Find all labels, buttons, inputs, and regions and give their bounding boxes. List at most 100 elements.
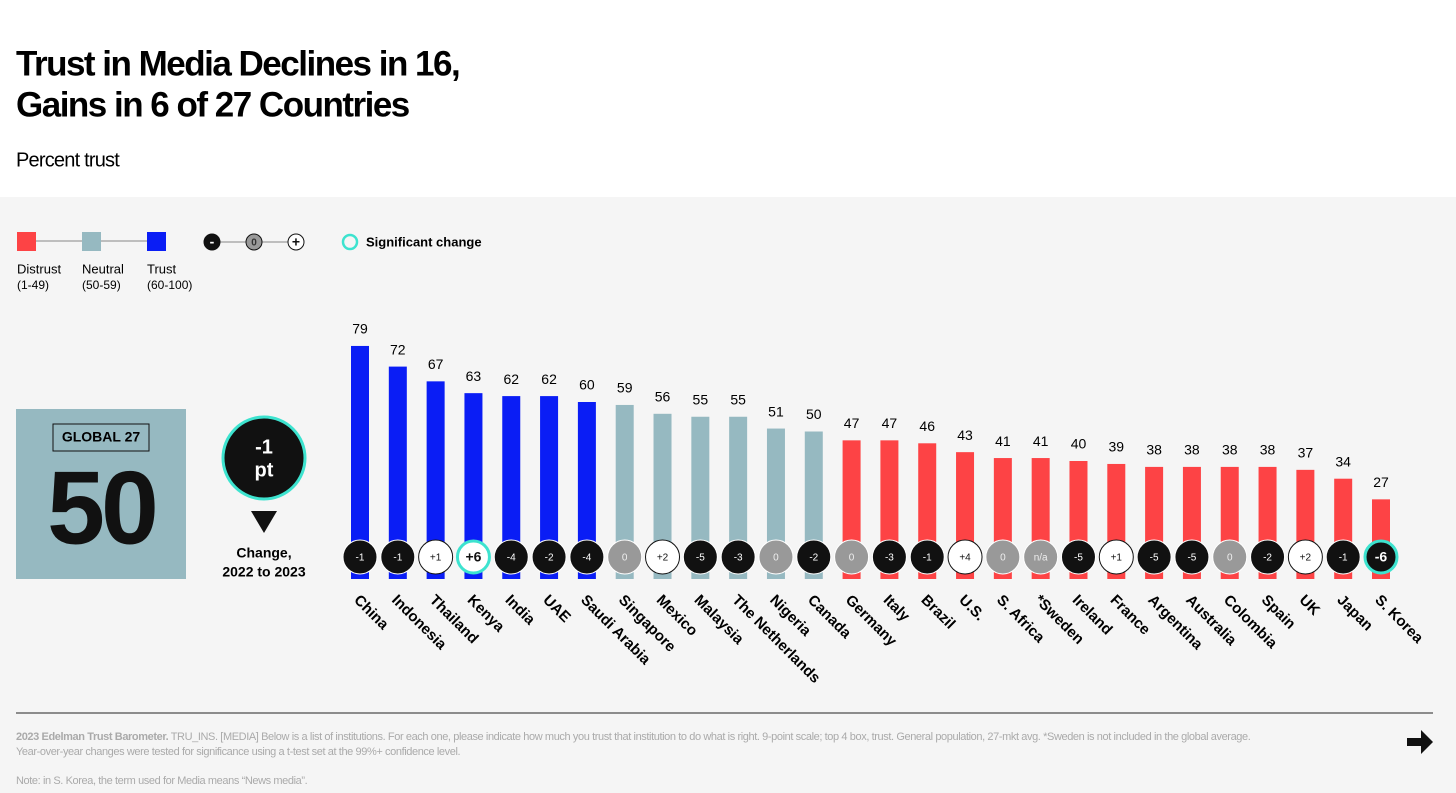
value-label: 41	[995, 433, 1011, 449]
bar	[351, 345, 369, 579]
bar	[388, 366, 407, 579]
change-label: +4	[959, 553, 971, 564]
value-label: 34	[1335, 453, 1351, 469]
footnote: 2023 Edelman Trust Barometer. TRU_INS. […	[16, 730, 1266, 760]
x-tick-label: Italy	[880, 592, 914, 626]
change-dot	[1250, 539, 1286, 575]
change-label: -1	[393, 553, 402, 564]
change-dot	[720, 539, 756, 575]
header-bg	[0, 0, 1456, 197]
x-tick-label: Japan	[1334, 592, 1377, 635]
change-label: -1	[923, 553, 932, 564]
change-dot	[1287, 539, 1323, 575]
change-label: 0	[773, 553, 779, 564]
x-tick-label: China	[350, 592, 392, 634]
value-label: 72	[390, 341, 406, 357]
change-dot	[909, 539, 945, 575]
change-caption: 2022 to 2023	[222, 564, 305, 580]
value-label: 40	[1071, 436, 1087, 452]
bar	[653, 413, 672, 579]
change-label: 0	[849, 553, 855, 564]
change-dot	[418, 539, 454, 575]
change-label: +2	[1300, 553, 1312, 564]
change-label: -5	[696, 553, 705, 564]
change-label: +2	[657, 553, 669, 564]
change-label: -5	[1074, 553, 1083, 564]
legend-name: Neutral	[82, 261, 124, 276]
bar	[426, 381, 445, 579]
change-caption: Change,	[236, 545, 291, 561]
change-label: 0	[622, 553, 628, 564]
global-label: GLOBAL 27	[62, 429, 141, 445]
down-arrow	[251, 511, 277, 533]
significant-legend-label: Significant change	[366, 234, 482, 249]
value-label: 47	[882, 415, 898, 431]
change-dot	[682, 539, 718, 575]
title: Trust in Media Declines in 16,	[16, 44, 459, 83]
change-dot	[1098, 539, 1134, 575]
x-tick-label: S. Korea	[1371, 592, 1427, 648]
x-tick-label: Brazil	[918, 592, 959, 633]
change-label: -2	[809, 553, 818, 564]
title: Gains in 6 of 27 Countries	[16, 85, 410, 124]
value-label: 67	[428, 356, 444, 372]
change-label: -3	[885, 553, 894, 564]
value-label: 43	[957, 427, 973, 443]
bar	[729, 416, 748, 579]
bar	[502, 396, 521, 579]
change-label: -4	[582, 553, 591, 564]
change-dot	[569, 539, 605, 575]
change-dot	[871, 539, 907, 575]
change-dot	[493, 539, 529, 575]
value-label: 79	[352, 321, 368, 337]
value-label: 55	[730, 391, 746, 407]
change-dot	[380, 539, 416, 575]
global-label-box	[52, 423, 150, 452]
change-dot	[1023, 539, 1059, 575]
legend-range: (1-49)	[17, 278, 49, 292]
change-label: -5	[1187, 553, 1196, 564]
change-dot	[985, 539, 1021, 575]
bar	[540, 396, 559, 579]
global-change-circle	[221, 415, 307, 501]
change-dot	[1212, 539, 1248, 575]
change-legend-dot	[203, 233, 221, 251]
x-tick-label: UK	[1296, 592, 1323, 619]
significant-legend-dot	[341, 233, 359, 251]
subtitle: Percent trust	[16, 149, 120, 171]
value-label: 41	[1033, 433, 1049, 449]
global-value: 50	[47, 450, 155, 566]
value-label: 59	[617, 380, 633, 396]
x-tick-label: France	[1107, 592, 1154, 639]
change-dot	[1174, 539, 1210, 575]
global-change-unit: pt	[255, 459, 274, 481]
value-label: 46	[919, 418, 935, 434]
bar	[464, 393, 483, 579]
value-label: 47	[844, 415, 860, 431]
value-label: 56	[655, 389, 671, 405]
x-tick-label: U.S.	[955, 592, 988, 625]
value-label: 39	[1109, 439, 1125, 455]
value-label: 38	[1260, 442, 1276, 458]
global-box	[16, 409, 186, 579]
value-label: 38	[1146, 442, 1162, 458]
legend-swatch	[82, 232, 101, 251]
change-label: -4	[507, 553, 516, 564]
value-label: 51	[768, 403, 784, 419]
change-dot	[834, 539, 870, 575]
change-legend-label: -	[210, 234, 215, 250]
value-label: 38	[1222, 442, 1238, 458]
change-label: -1	[1339, 553, 1348, 564]
change-dot	[607, 539, 643, 575]
change-dot	[796, 539, 832, 575]
legend-range: (50-59)	[82, 278, 121, 292]
bar	[691, 416, 710, 579]
change-legend-dot	[287, 233, 305, 251]
legend-range: (60-100)	[147, 278, 192, 292]
change-label: -1	[356, 553, 365, 564]
change-label: 0	[1000, 553, 1006, 564]
footnote-text: TRU_INS. [MEDIA] Below is a list of inst…	[16, 731, 1251, 758]
bar	[577, 402, 596, 579]
